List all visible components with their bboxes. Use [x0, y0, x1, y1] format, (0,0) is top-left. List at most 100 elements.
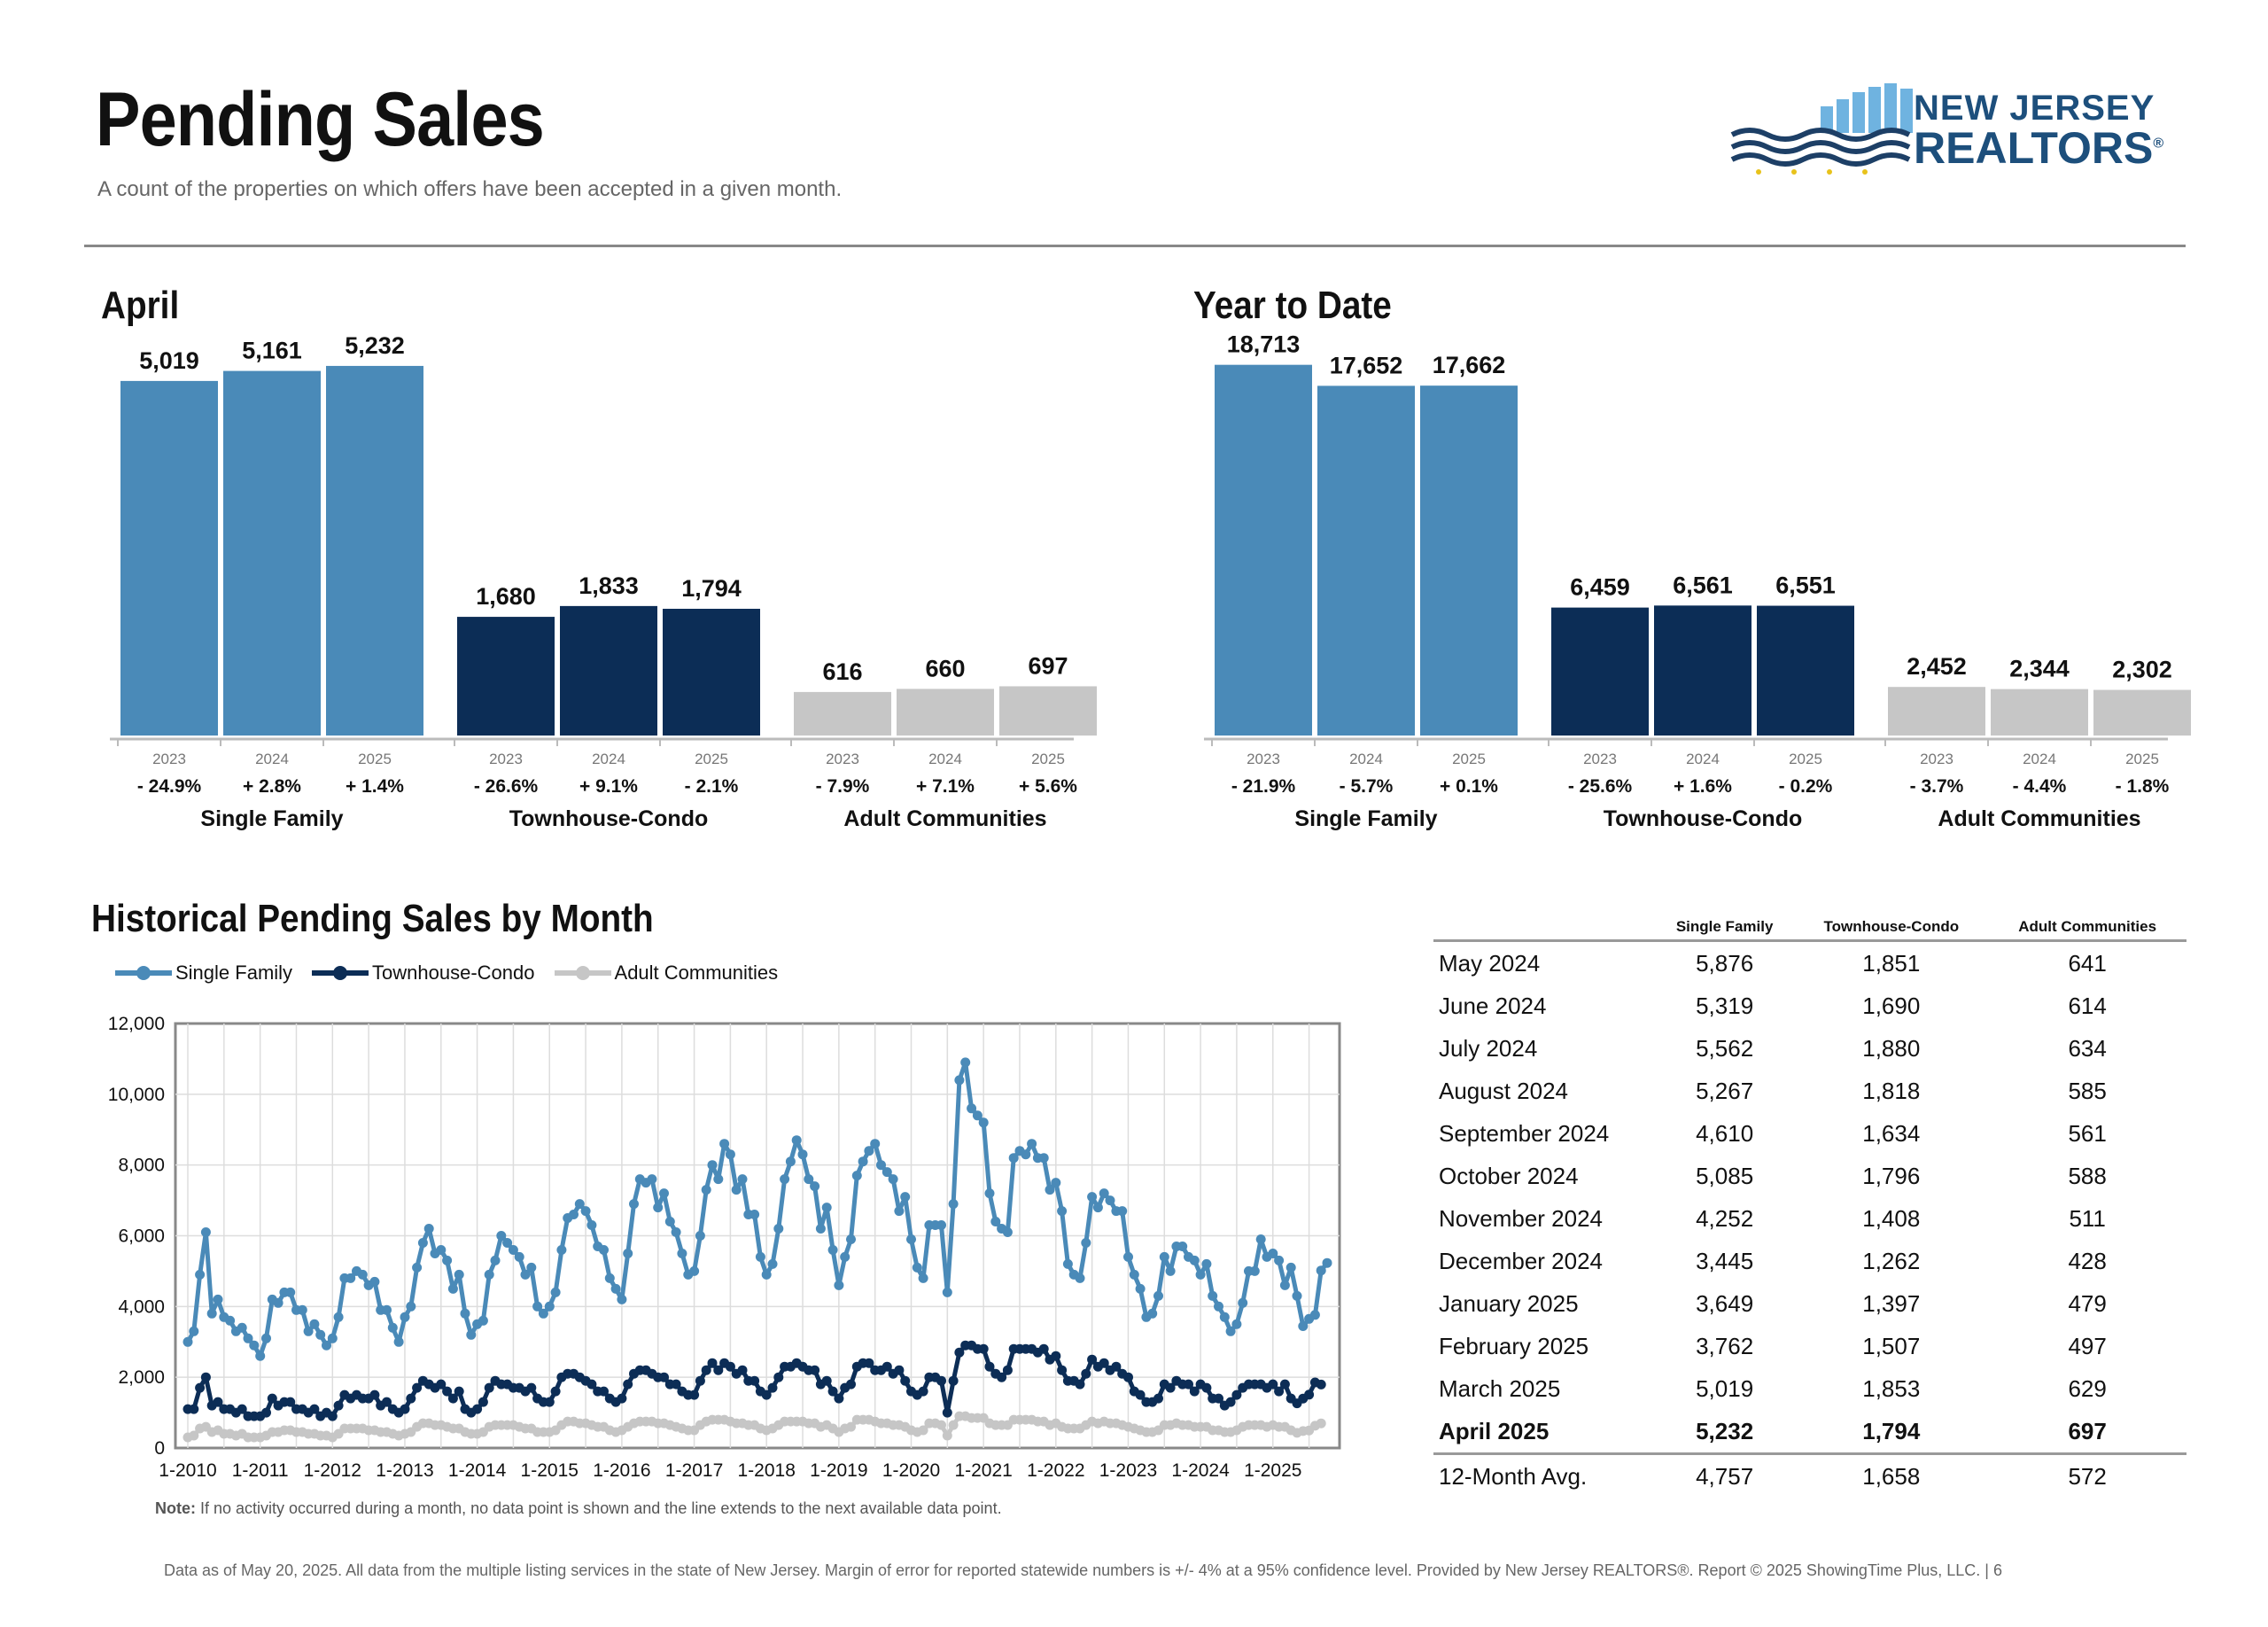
- point-single-family: [599, 1245, 609, 1255]
- point-single-family: [1135, 1283, 1146, 1294]
- point-single-family: [725, 1149, 735, 1160]
- point-single-family: [285, 1287, 296, 1297]
- point-adult-communities: [1316, 1418, 1326, 1428]
- table-value-cell: 1,397: [1862, 1289, 1921, 1317]
- point-single-family: [900, 1192, 911, 1203]
- point-townhouse-condo: [550, 1386, 561, 1397]
- point-townhouse-condo: [1214, 1393, 1223, 1404]
- x-tick-label: 1-2015: [521, 1460, 579, 1481]
- bar-single-family-2025: [1420, 385, 1518, 736]
- table-row: December 2024 3,445 1,262 428: [1433, 1240, 2186, 1282]
- bar-group-label: Townhouse-Condo: [509, 806, 709, 831]
- bar-value-label: 6,561: [1673, 572, 1733, 598]
- historical-line-chart: 0 2,000 4,000 6,000 8,000 10,000 12,000 1-2010 1…: [108, 1014, 1341, 1481]
- point-single-family: [695, 1231, 705, 1241]
- line-chart-legend: Single Family Townhouse-Condo Adult Comm…: [115, 955, 797, 991]
- point-adult-communities: [936, 1420, 946, 1430]
- bar-value-label: 616: [822, 658, 862, 685]
- bar-change-label: + 9.1%: [579, 776, 638, 797]
- point-townhouse-condo: [454, 1386, 464, 1397]
- table-value-cell: 614: [2068, 992, 2107, 1019]
- point-single-family: [677, 1249, 687, 1258]
- point-single-family: [538, 1308, 548, 1319]
- point-townhouse-condo: [948, 1375, 959, 1386]
- point-single-family: [629, 1199, 639, 1210]
- table-header-cell: Single Family: [1655, 909, 1795, 942]
- bar-adult-communities-2023: [1888, 687, 1985, 736]
- point-single-family: [1231, 1319, 1242, 1329]
- point-single-family: [1087, 1192, 1098, 1203]
- table-value-cell: 629: [2068, 1374, 2107, 1402]
- point-single-family: [327, 1333, 338, 1343]
- point-townhouse-condo: [1165, 1382, 1176, 1393]
- bar-year-label: 2023: [152, 751, 186, 767]
- april-bar-chart: 5,019 2023 - 24.9% 5,161 2024 + 2.8% 5,232 2025…: [110, 332, 1097, 831]
- point-townhouse-condo: [544, 1397, 555, 1407]
- legend-label: Townhouse-Condo: [372, 961, 535, 984]
- x-tick-label: 1-2025: [1244, 1460, 1301, 1481]
- point-townhouse-condo: [1123, 1372, 1133, 1382]
- point-single-family: [827, 1245, 838, 1255]
- header-divider: [84, 245, 2186, 247]
- point-single-family: [569, 1210, 579, 1219]
- bar-change-label: - 3.7%: [1910, 776, 1964, 797]
- point-townhouse-condo: [1057, 1365, 1068, 1375]
- bar-adult-communities-2024: [897, 689, 994, 736]
- point-townhouse-condo: [309, 1404, 320, 1414]
- point-townhouse-condo: [834, 1393, 844, 1404]
- x-tick-label: 1-2019: [810, 1460, 867, 1481]
- point-townhouse-condo: [1153, 1393, 1163, 1404]
- point-single-family: [821, 1203, 832, 1213]
- point-single-family: [1238, 1297, 1248, 1308]
- point-single-family: [496, 1231, 507, 1241]
- legend-label: Adult Communities: [614, 961, 779, 984]
- table-row: January 2025 3,649 1,397 479: [1433, 1282, 2186, 1325]
- table-value-cell: 641: [2068, 949, 2107, 977]
- point-townhouse-condo: [526, 1382, 537, 1393]
- point-townhouse-condo: [1038, 1343, 1049, 1354]
- point-single-family: [1117, 1206, 1128, 1217]
- point-single-family: [261, 1333, 271, 1343]
- point-single-family: [960, 1057, 971, 1068]
- point-townhouse-condo: [1225, 1397, 1236, 1407]
- point-single-family: [1201, 1258, 1212, 1269]
- table-value-cell: 1,262: [1862, 1247, 1921, 1274]
- table-value-cell: 4,757: [1655, 1452, 1795, 1498]
- point-townhouse-condo: [997, 1372, 1007, 1382]
- bar-change-label: - 2.1%: [685, 776, 739, 797]
- point-single-family: [297, 1304, 307, 1315]
- point-single-family: [1021, 1149, 1031, 1160]
- point-townhouse-condo: [689, 1390, 700, 1400]
- point-single-family: [574, 1199, 585, 1210]
- point-townhouse-condo: [761, 1390, 772, 1400]
- point-single-family: [586, 1220, 597, 1230]
- point-townhouse-condo: [737, 1365, 748, 1375]
- point-townhouse-condo: [1201, 1382, 1212, 1393]
- point-single-family: [490, 1255, 501, 1265]
- x-tick-label: 1-2014: [448, 1460, 507, 1481]
- point-single-family: [653, 1203, 664, 1213]
- point-single-family: [387, 1322, 398, 1333]
- table-value-cell: 1,796: [1862, 1162, 1921, 1189]
- bar-value-label: 17,662: [1433, 352, 1506, 378]
- april-chart-title: April: [101, 284, 180, 327]
- bar-value-label: 5,019: [139, 347, 199, 374]
- bar-year-label: 2025: [1452, 751, 1486, 767]
- point-single-family: [888, 1174, 898, 1185]
- point-single-family: [514, 1251, 524, 1262]
- bar-value-label: 1,680: [476, 583, 536, 610]
- table-row: September 2024 4,610 1,634 561: [1433, 1112, 2186, 1155]
- point-adult-communities: [846, 1421, 856, 1432]
- table-value-cell: 5,019: [1696, 1374, 1754, 1402]
- point-single-family: [1092, 1203, 1103, 1213]
- legend-item-single-family: Single Family: [115, 961, 292, 985]
- bar-year-label: 2023: [1247, 751, 1280, 767]
- nj-realtors-logo-icon: [1730, 83, 1913, 175]
- point-single-family: [544, 1301, 555, 1312]
- bar-single-family-2024: [223, 370, 321, 736]
- bar-townhouse-condo-2025: [663, 608, 760, 736]
- point-townhouse-condo: [436, 1379, 447, 1390]
- point-single-family: [466, 1329, 477, 1340]
- table-value-cell: 1,853: [1862, 1374, 1921, 1402]
- point-single-family: [840, 1251, 850, 1262]
